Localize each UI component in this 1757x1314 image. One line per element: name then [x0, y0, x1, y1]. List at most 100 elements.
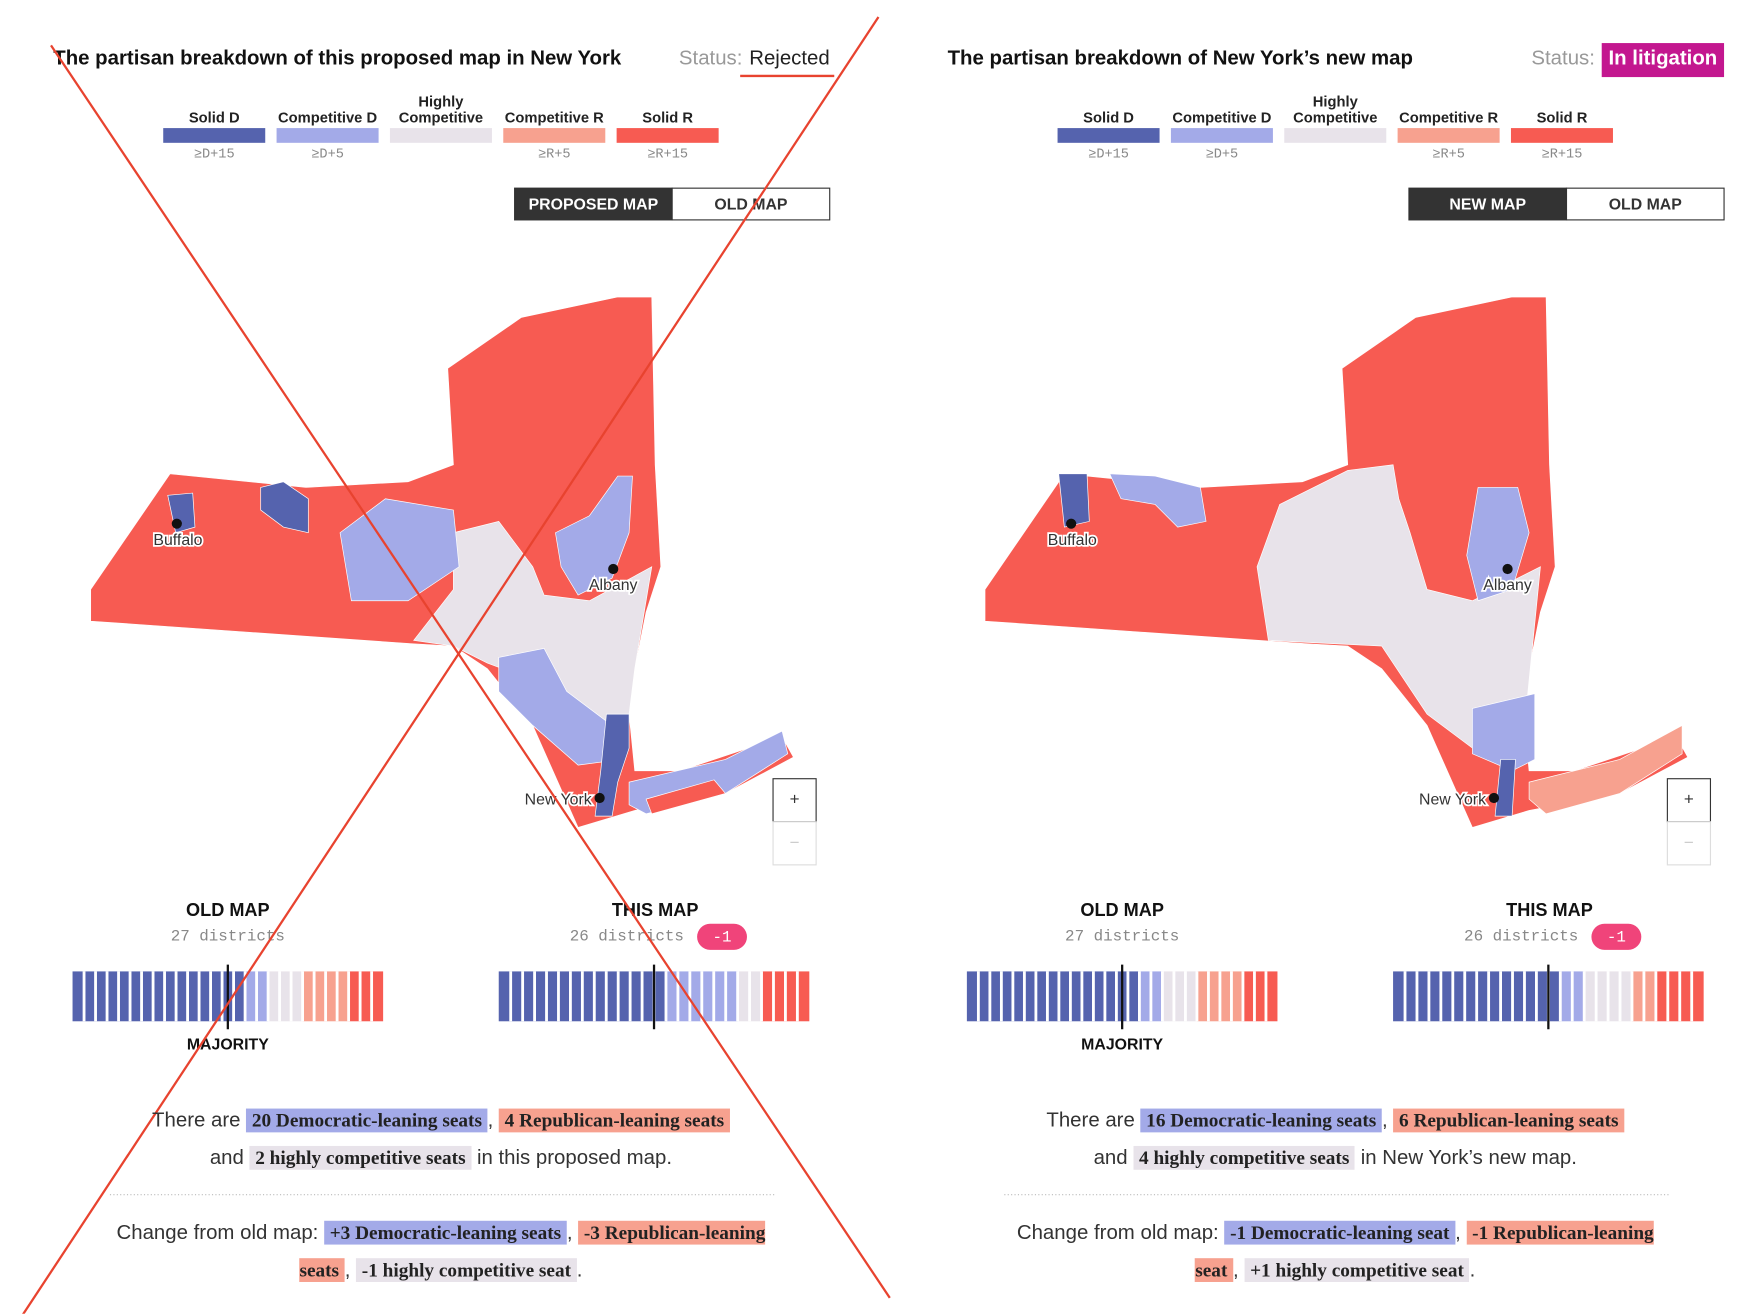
text-piece: in New York’s new map. — [1360, 1145, 1577, 1169]
legend-label: Competitive R — [504, 108, 604, 126]
city-label: New York — [525, 791, 592, 808]
summary-line: and 4 highly competitive seats in New Yo… — [995, 1139, 1675, 1176]
bar-heading: OLD MAP — [1080, 900, 1164, 920]
legend-label: Competitive R — [1399, 108, 1499, 126]
toggle-button[interactable]: PROPOSED MAP — [514, 187, 673, 221]
city-dot — [1502, 563, 1513, 575]
map: Buffalo Albany New York — [984, 296, 1689, 828]
text-piece: and — [1093, 1145, 1128, 1169]
text-piece: , — [1455, 1220, 1461, 1244]
text-piece: Change from old map: — [116, 1220, 319, 1244]
text-piece: , — [487, 1108, 494, 1132]
city-label: New York — [1419, 791, 1486, 808]
toggle-label: NEW MAP — [1449, 196, 1526, 213]
district — [1109, 473, 1207, 528]
legend-swatch — [1510, 128, 1613, 143]
legend-swatch — [1284, 128, 1387, 143]
city-label: Buffalo — [153, 532, 202, 549]
highlight: 20 Democratic-leaning seats — [246, 1108, 488, 1133]
change-badge-label: -1 — [1607, 929, 1626, 947]
legend-sublabel: ≥R+5 — [538, 148, 571, 163]
change-badge — [1591, 923, 1642, 950]
district — [1256, 464, 1541, 755]
summary-line: There are 16 Democratic-leaning seats, 6… — [995, 1102, 1675, 1139]
legend-sublabel: ≥R+15 — [647, 148, 688, 163]
district — [594, 713, 630, 817]
zoom-button[interactable]: − — [1666, 821, 1712, 866]
toggle-button[interactable]: OLD MAP — [1565, 187, 1725, 221]
text-piece: . — [1469, 1258, 1476, 1281]
zoom-label: − — [1684, 833, 1694, 852]
legend-label: Solid R — [642, 108, 694, 126]
legend-label: Highly Competitive — [398, 92, 484, 126]
seat-segment — [348, 971, 384, 1022]
legend-swatch — [1057, 128, 1160, 143]
text-piece: , — [566, 1220, 573, 1244]
text-piece: in this proposed map. — [476, 1145, 673, 1169]
status-label: Status: — [1531, 47, 1594, 69]
map: Buffalo Albany New York — [90, 296, 794, 828]
text-piece: , — [1381, 1108, 1388, 1132]
legend-swatch — [163, 128, 266, 143]
title: The partisan breakdown of this proposed … — [53, 47, 622, 69]
bar-heading: THIS MAP — [1506, 900, 1593, 920]
legend-sublabel: ≥R+15 — [1542, 148, 1583, 163]
zoom-bg — [1666, 778, 1712, 823]
seat-segment — [72, 971, 246, 1022]
legend-swatch — [1397, 128, 1500, 143]
change: Change from old map: -1 Democratic-leani… — [1007, 1214, 1664, 1289]
city-dot — [1488, 792, 1500, 804]
legend-sublabel: ≥D+5 — [1206, 148, 1239, 163]
zoom-button[interactable]: + — [1666, 778, 1712, 823]
legend-sublabel: ≥D+5 — [311, 148, 344, 163]
toggle-bg — [1565, 187, 1725, 221]
district — [1058, 473, 1090, 528]
city-label: Albany — [1483, 577, 1532, 594]
toggle-label: OLD MAP — [1609, 196, 1683, 213]
summary: There are 20 Democratic-leaning seats, 4… — [101, 1102, 781, 1177]
city-label: Albany — [589, 577, 638, 594]
status-badge — [1601, 43, 1725, 78]
status: In litigation — [1609, 47, 1718, 69]
legend-swatch — [616, 128, 719, 143]
toggle-button[interactable]: OLD MAP — [671, 187, 831, 221]
zoom-button[interactable]: + — [772, 778, 817, 823]
highlight: +3 Democratic-leaning seats — [324, 1220, 567, 1245]
city-label: Buffalo — [1048, 532, 1097, 549]
highlight: -1 Democratic-leaning seat — [1224, 1220, 1456, 1245]
district — [645, 779, 727, 815]
legend-label: Solid D — [1083, 108, 1134, 126]
text-piece: . — [576, 1258, 583, 1281]
zoom-button[interactable]: − — [772, 821, 817, 866]
seat-segment — [966, 971, 1140, 1022]
highlight: +1 highly competitive seat — [1244, 1258, 1470, 1282]
legend-label: Highly Competitive — [1293, 92, 1378, 126]
change-badge — [697, 923, 747, 950]
seat-segment — [1242, 971, 1278, 1022]
highlight: -1 highly competitive seat — [356, 1258, 577, 1282]
status-label: Status: — [679, 47, 742, 69]
summary: There are 16 Democratic-leaning seats, 6… — [995, 1102, 1675, 1177]
district — [260, 481, 309, 534]
highlight: 2 highly competitive seats — [249, 1145, 472, 1170]
change: Change from old map: +3 Democratic-leani… — [112, 1214, 769, 1289]
legend-label: Solid D — [188, 108, 240, 126]
cross-line — [22, 16, 880, 1314]
legend-label: Competitive D — [1172, 108, 1272, 126]
zoom-bg — [1666, 821, 1712, 866]
district — [339, 498, 460, 602]
text-piece: , — [1233, 1258, 1239, 1281]
legend-swatch — [503, 128, 606, 143]
districts-count: 27 districts — [1065, 927, 1179, 945]
legend-label: Competitive D — [278, 108, 378, 126]
legend-sublabel: ≥D+15 — [1088, 148, 1129, 163]
summary-line: and 2 highly competitive seats in this p… — [101, 1139, 781, 1176]
toggle-button[interactable]: NEW MAP — [1408, 187, 1568, 221]
summary-line: There are 20 Democratic-leaning seats, 4… — [101, 1102, 781, 1139]
districts-count: 27 districts — [171, 927, 285, 945]
toggle-label: OLD MAP — [714, 196, 788, 213]
change-badge-label: -1 — [713, 929, 732, 947]
